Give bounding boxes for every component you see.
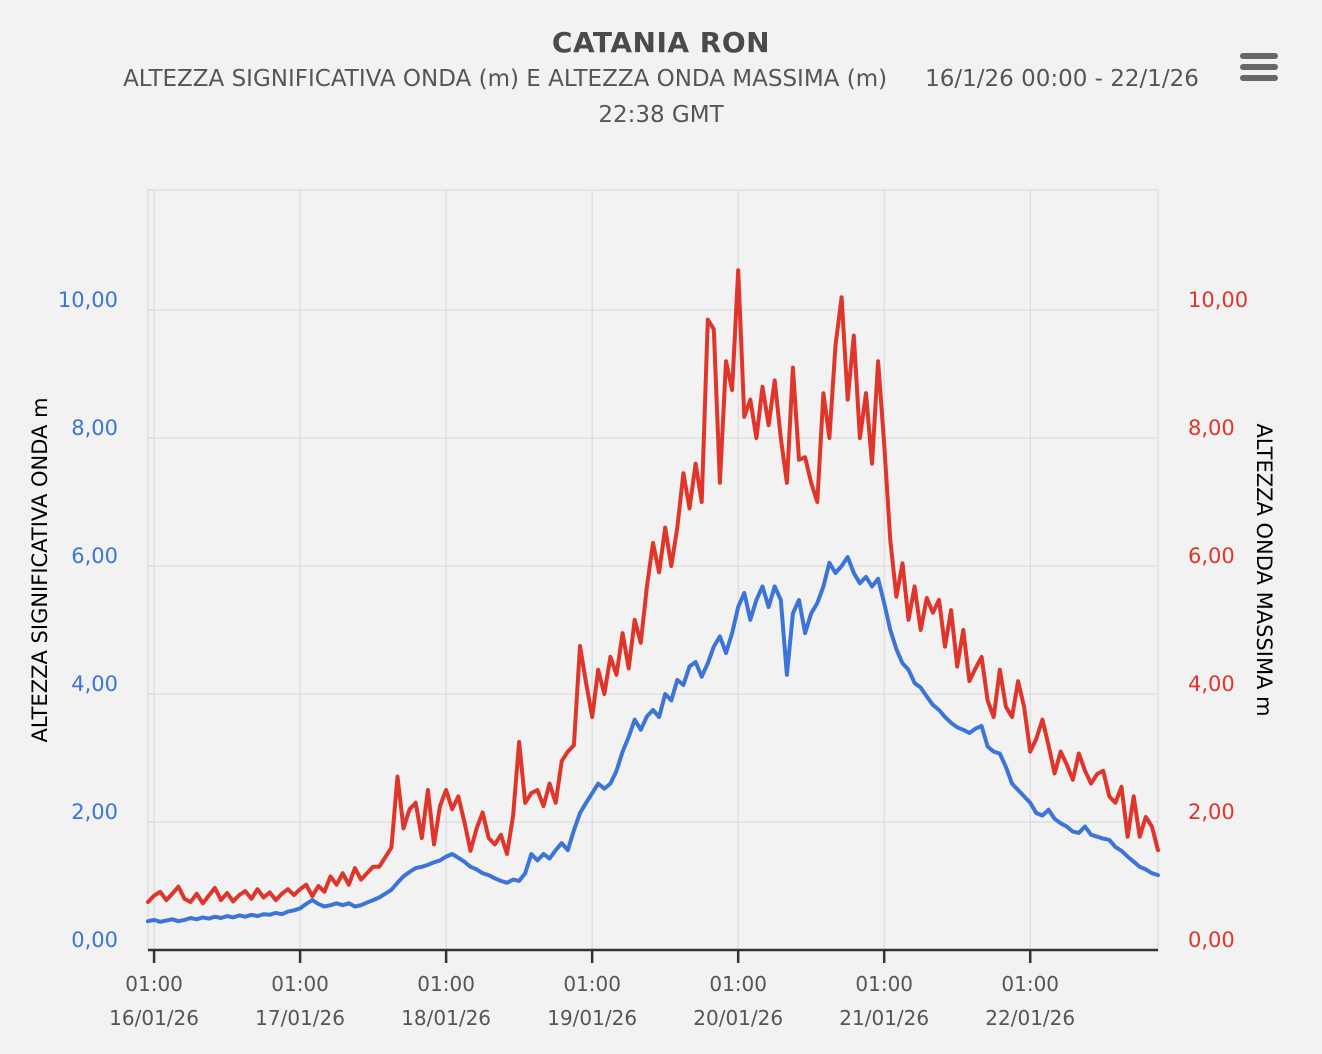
y-axis-label-right: 10,00 bbox=[1188, 288, 1249, 312]
x-axis-label-date: 18/01/26 bbox=[401, 1006, 492, 1030]
y-axis-label-left: 0,00 bbox=[71, 928, 118, 952]
y-axis-label-right: 8,00 bbox=[1188, 416, 1235, 440]
y-axis-label-left: 2,00 bbox=[71, 800, 118, 824]
x-axis-label-date: 20/01/26 bbox=[693, 1006, 784, 1030]
y-axis-title-left: ALTEZZA SIGNIFICATIVA ONDA m bbox=[28, 397, 52, 743]
x-axis-label-time: 01:00 bbox=[1001, 972, 1060, 996]
x-axis-label-time: 01:00 bbox=[855, 972, 914, 996]
x-axis-label-date: 19/01/26 bbox=[547, 1006, 638, 1030]
chart-subtitle: ALTEZZA SIGNIFICATIVA ONDA (m) E ALTEZZA… bbox=[0, 66, 1322, 92]
x-axis-label-time: 01:00 bbox=[271, 972, 329, 996]
x-axis-label-time: 01:00 bbox=[563, 972, 621, 996]
y-axis-title-right: ALTEZZA ONDA MASSIMA m bbox=[1252, 423, 1276, 717]
y-axis-label-right: 0,00 bbox=[1188, 928, 1235, 952]
x-axis-label-date: 22/01/26 bbox=[985, 1006, 1076, 1030]
x-axis-label-time: 01:00 bbox=[417, 972, 475, 996]
x-axis-label-date: 21/01/26 bbox=[839, 1006, 930, 1030]
y-axis-label-left: 6,00 bbox=[71, 544, 118, 568]
y-axis-label-right: 2,00 bbox=[1188, 800, 1235, 824]
subtitle-period-line2: 22:38 GMT bbox=[598, 102, 724, 128]
chart-context-menu-button[interactable] bbox=[1240, 53, 1278, 81]
series-line-significant-wave[interactable] bbox=[146, 555, 1160, 924]
hamburger-icon bbox=[1240, 75, 1278, 81]
x-axis-label-time: 01:00 bbox=[125, 972, 183, 996]
hamburger-icon bbox=[1240, 53, 1278, 59]
y-axis-label-right: 6,00 bbox=[1188, 544, 1235, 568]
hamburger-icon bbox=[1240, 64, 1278, 70]
subtitle-period-text: 16/1/26 00:00 - 22/1/26 bbox=[925, 66, 1199, 92]
y-axis-label-right: 4,00 bbox=[1188, 672, 1235, 696]
subtitle-measure-text: ALTEZZA SIGNIFICATIVA ONDA (m) E ALTEZZA… bbox=[123, 66, 888, 92]
x-axis-label-time: 01:00 bbox=[709, 972, 767, 996]
series-line-max-wave[interactable] bbox=[146, 268, 1160, 906]
y-axis-label-left: 4,00 bbox=[71, 672, 118, 696]
chart-title: CATANIA RON bbox=[551, 26, 771, 59]
y-axis-label-left: 8,00 bbox=[71, 416, 118, 440]
x-axis-label-date: 17/01/26 bbox=[255, 1006, 345, 1030]
x-axis-label-date: 16/01/26 bbox=[109, 1006, 199, 1030]
y-axis-label-left: 10,00 bbox=[57, 288, 118, 312]
